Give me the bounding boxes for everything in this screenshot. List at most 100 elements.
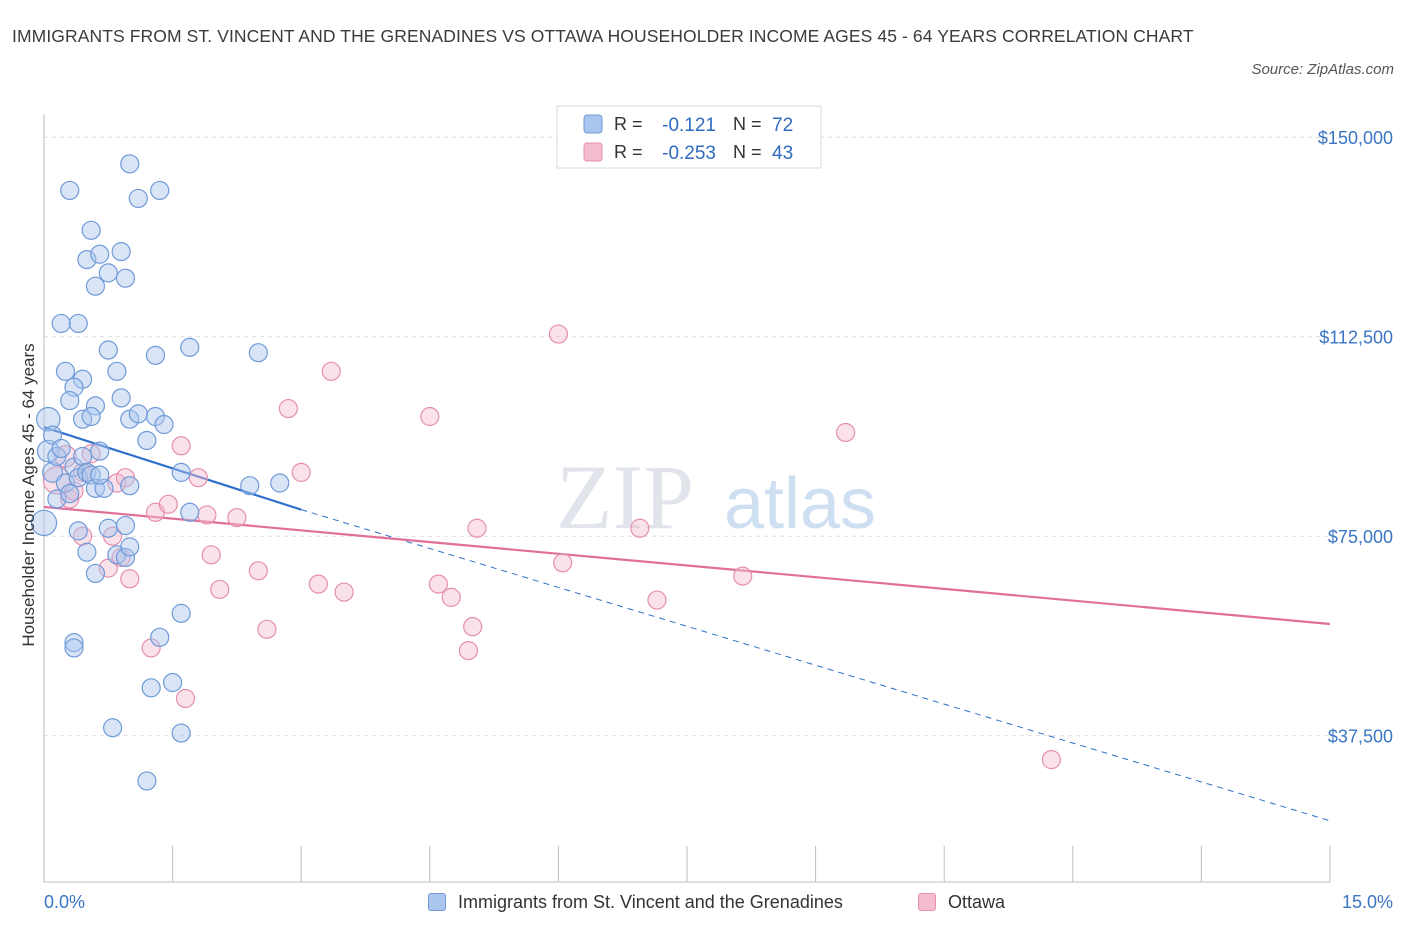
data-point-pink: [334, 582, 354, 602]
legend-r-value: -0.121: [662, 115, 716, 136]
bottom-legend-swatch-pink: [918, 893, 936, 911]
data-point-blue: [111, 388, 131, 408]
data-point-blue: [150, 180, 170, 201]
data-point-blue: [60, 390, 80, 411]
data-point-blue: [64, 638, 84, 658]
data-point-blue: [55, 473, 76, 493]
data-point-blue: [137, 771, 157, 791]
data-point-pink: [175, 688, 196, 709]
data-point-blue: [98, 340, 118, 360]
data-point-pink: [647, 590, 667, 610]
data-point-pink: [308, 574, 328, 594]
watermark: ZIP atlas: [556, 446, 876, 548]
data-point-blue: [115, 268, 136, 288]
watermark-atlas: atlas: [724, 464, 876, 544]
data-point-blue: [77, 249, 97, 270]
data-point-pink: [321, 361, 341, 381]
trend-line-extension-blue: [301, 509, 1331, 822]
data-point-pink: [171, 436, 191, 456]
data-point-pink: [201, 545, 221, 565]
data-point-blue: [51, 313, 71, 334]
data-point-pink: [158, 494, 178, 514]
data-point-pink: [278, 398, 298, 419]
legend-r-value: -0.253: [662, 143, 716, 164]
data-point-pink: [467, 518, 487, 538]
data-point-blue: [120, 476, 140, 496]
bottom-legend-label: Ottawa: [948, 891, 1006, 912]
data-point-blue: [248, 343, 268, 363]
y-tick-label: $150,000: [1318, 128, 1393, 148]
y-axis-title: Householder Income Ages 45 - 64 years: [19, 343, 38, 646]
data-point-blue: [30, 509, 58, 537]
data-point-pink: [463, 617, 483, 637]
legend-r-label: R =: [614, 142, 643, 162]
grid: [44, 136, 1330, 737]
bottom-legend-swatch-blue: [428, 893, 446, 911]
legend-n-label: N =: [733, 142, 762, 162]
y-tick-label: $75,000: [1328, 527, 1393, 547]
legend-swatch-blue: [583, 114, 603, 134]
legend-swatch-pink: [583, 142, 603, 162]
data-point-blue: [90, 441, 110, 461]
data-point-blue: [102, 718, 123, 738]
data-point-pink: [836, 422, 856, 443]
data-point-pink: [553, 553, 573, 573]
data-points: [30, 154, 1061, 791]
data-point-blue: [154, 414, 174, 435]
x-tick-label: 15.0%: [1342, 892, 1393, 912]
data-point-pink: [428, 574, 448, 594]
legend-n-value: 43: [772, 143, 793, 164]
data-point-pink: [420, 406, 440, 427]
data-point-blue: [68, 313, 88, 334]
bottom-legend-label: Immigrants from St. Vincent and the Gren…: [458, 891, 843, 912]
axes: [43, 114, 1331, 883]
data-point-blue: [64, 633, 84, 653]
data-point-blue: [72, 446, 93, 467]
data-point-pink: [257, 619, 277, 639]
chart-title: IMMIGRANTS FROM ST. VINCENT AND THE GREN…: [12, 26, 1194, 46]
data-point-blue: [90, 465, 110, 485]
data-point-blue: [120, 537, 140, 557]
data-point-blue: [171, 603, 191, 623]
watermark-zip: ZIP: [556, 446, 694, 548]
data-point-blue: [120, 154, 140, 174]
data-point-blue: [163, 672, 183, 693]
x-tick-label: 0.0%: [44, 892, 85, 912]
y-tick-label: $37,500: [1328, 727, 1393, 747]
data-point-blue: [180, 502, 200, 522]
bottom-legend-item-pink: Ottawa: [918, 888, 1005, 916]
data-point-blue: [171, 462, 191, 482]
data-point-pink: [227, 507, 247, 528]
data-point-blue: [81, 406, 101, 427]
data-point-blue: [36, 439, 60, 463]
legend-r-label: R =: [614, 114, 643, 134]
data-point-blue: [128, 188, 148, 209]
data-point-blue: [98, 263, 118, 283]
source-label: Source: ZipAtlas.com: [1251, 61, 1394, 78]
data-point-pink: [120, 569, 140, 589]
data-point-pink: [630, 518, 650, 538]
y-tick-labels: $37,500 $75,000 $112,500 $150,000: [1318, 128, 1393, 746]
data-point-blue: [128, 404, 148, 424]
data-point-pink: [733, 566, 753, 586]
trend-line-pink: [43, 505, 1331, 626]
data-point-blue: [85, 563, 106, 584]
data-point-blue: [35, 406, 61, 432]
data-point-pink: [248, 561, 268, 581]
bottom-legend-item-blue: Immigrants from St. Vincent and the Gren…: [428, 888, 843, 916]
data-point-pink: [197, 505, 217, 525]
data-point-blue: [111, 242, 131, 262]
data-point-pink: [188, 468, 208, 488]
data-point-blue: [270, 473, 290, 493]
data-point-blue: [47, 489, 67, 509]
data-point-blue: [85, 396, 106, 416]
data-point-blue: [115, 547, 136, 568]
data-point-blue: [51, 438, 71, 459]
data-point-blue: [90, 244, 110, 264]
data-point-blue: [60, 180, 80, 201]
data-point-blue: [107, 361, 127, 381]
data-point-blue: [141, 678, 161, 698]
y-tick-label: $112,500: [1319, 328, 1393, 348]
data-point-blue: [55, 361, 76, 381]
